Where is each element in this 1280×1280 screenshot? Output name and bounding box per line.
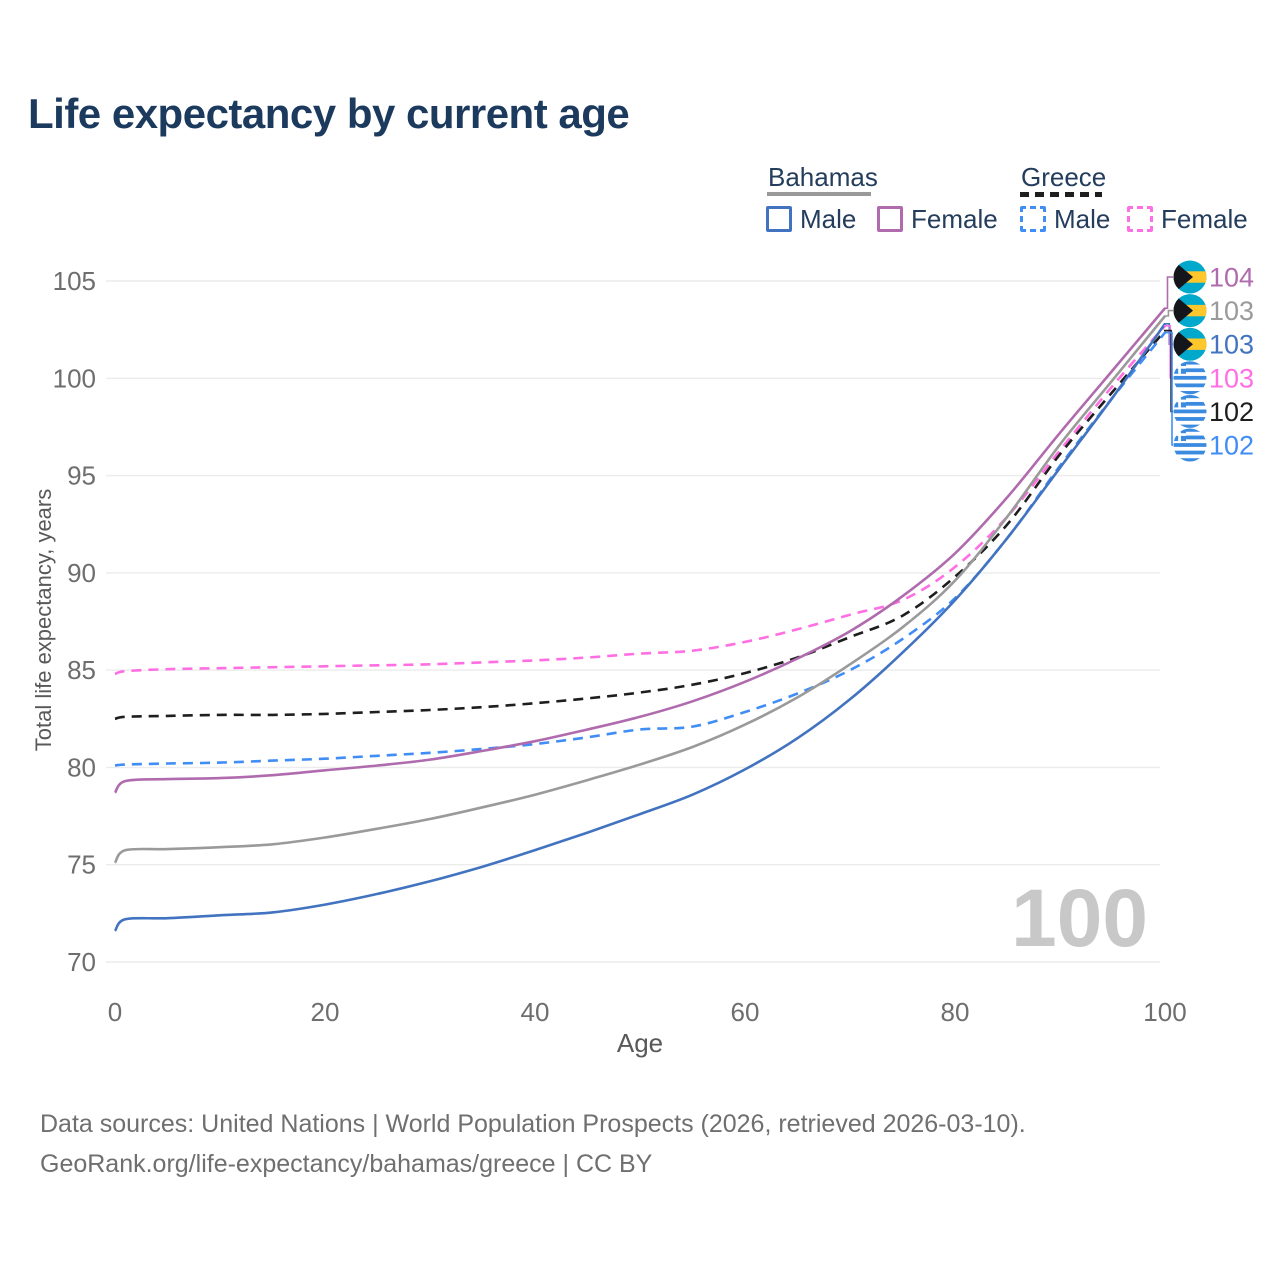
bahamas-underline-swatch	[767, 192, 871, 196]
x-tick-label: 80	[941, 997, 970, 1027]
series-line-bahamas_total[interactable]	[113, 315, 1167, 864]
bahamas-flag-icon	[1173, 260, 1207, 294]
greece-flag-icon	[1173, 361, 1207, 395]
legend-label-greece-female[interactable]: Female	[1161, 204, 1248, 234]
bahamas-flag-icon	[1173, 327, 1207, 361]
series-line-greece_male[interactable]	[114, 331, 1167, 767]
end-label-connector-bahamas_total	[1164, 309, 1173, 317]
legend-swatch-bahamas-male[interactable]	[766, 206, 792, 232]
end-label-value-greece_total: 102	[1209, 397, 1254, 427]
greece-flag-icon	[1173, 428, 1207, 462]
greece-underline-swatch	[1020, 192, 1102, 197]
legend-swatch-bahamas-female[interactable]	[877, 206, 903, 232]
x-tick-label: 40	[521, 997, 550, 1027]
y-tick-label: 85	[67, 655, 96, 685]
series-line-greece_female[interactable]	[114, 324, 1166, 676]
x-tick-label: 100	[1143, 997, 1186, 1027]
y-tick-label: 100	[53, 363, 96, 393]
legend-group-bahamas: Bahamas	[768, 162, 878, 192]
y-tick-label: 70	[67, 947, 96, 977]
end-label-connector-greece_male	[1164, 331, 1173, 446]
y-tick-label: 105	[53, 266, 96, 296]
legend-group-greece: Greece	[1021, 162, 1107, 192]
end-label-value-bahamas_total: 103	[1209, 296, 1254, 326]
end-label-value-greece_female: 103	[1209, 363, 1254, 393]
legend-swatch-greece-female[interactable]	[1127, 206, 1153, 232]
attribution-text: GeoRank.org/life-expectancy/bahamas/gree…	[40, 1150, 653, 1178]
end-label-value-bahamas_male: 103	[1209, 330, 1254, 360]
greece-flag-icon	[1173, 394, 1207, 428]
current-age-indicator: 100	[1011, 873, 1148, 964]
x-tick-label: 0	[108, 997, 122, 1027]
y-tick-label: 80	[67, 752, 96, 782]
y-tick-label: 95	[67, 461, 96, 491]
legend-label-bahamas-male[interactable]: Male	[800, 204, 857, 234]
series-line-bahamas_female[interactable]	[113, 307, 1166, 794]
series-line-greece_total[interactable]	[114, 329, 1166, 721]
page-title: Life expectancy by current age	[28, 90, 630, 137]
x-tick-label: 60	[731, 997, 760, 1027]
end-label-value-greece_male: 102	[1209, 431, 1254, 461]
x-axis-title: Age	[616, 1028, 664, 1058]
y-tick-label: 75	[67, 850, 96, 880]
end-label-value-bahamas_female: 104	[1209, 263, 1254, 293]
legend-label-bahamas-female[interactable]: Female	[911, 204, 998, 234]
end-label-connector-bahamas_female	[1164, 276, 1173, 309]
series-line-bahamas_male[interactable]	[113, 323, 1167, 932]
legend-swatch-greece-male[interactable]	[1020, 206, 1046, 232]
data-sources-text: Data sources: United Nations | World Pop…	[40, 1110, 1026, 1138]
x-tick-label: 20	[311, 997, 340, 1027]
y-tick-label: 90	[67, 558, 96, 588]
bahamas-flag-icon	[1173, 294, 1207, 328]
legend-label-greece-male[interactable]: Male	[1054, 204, 1111, 234]
